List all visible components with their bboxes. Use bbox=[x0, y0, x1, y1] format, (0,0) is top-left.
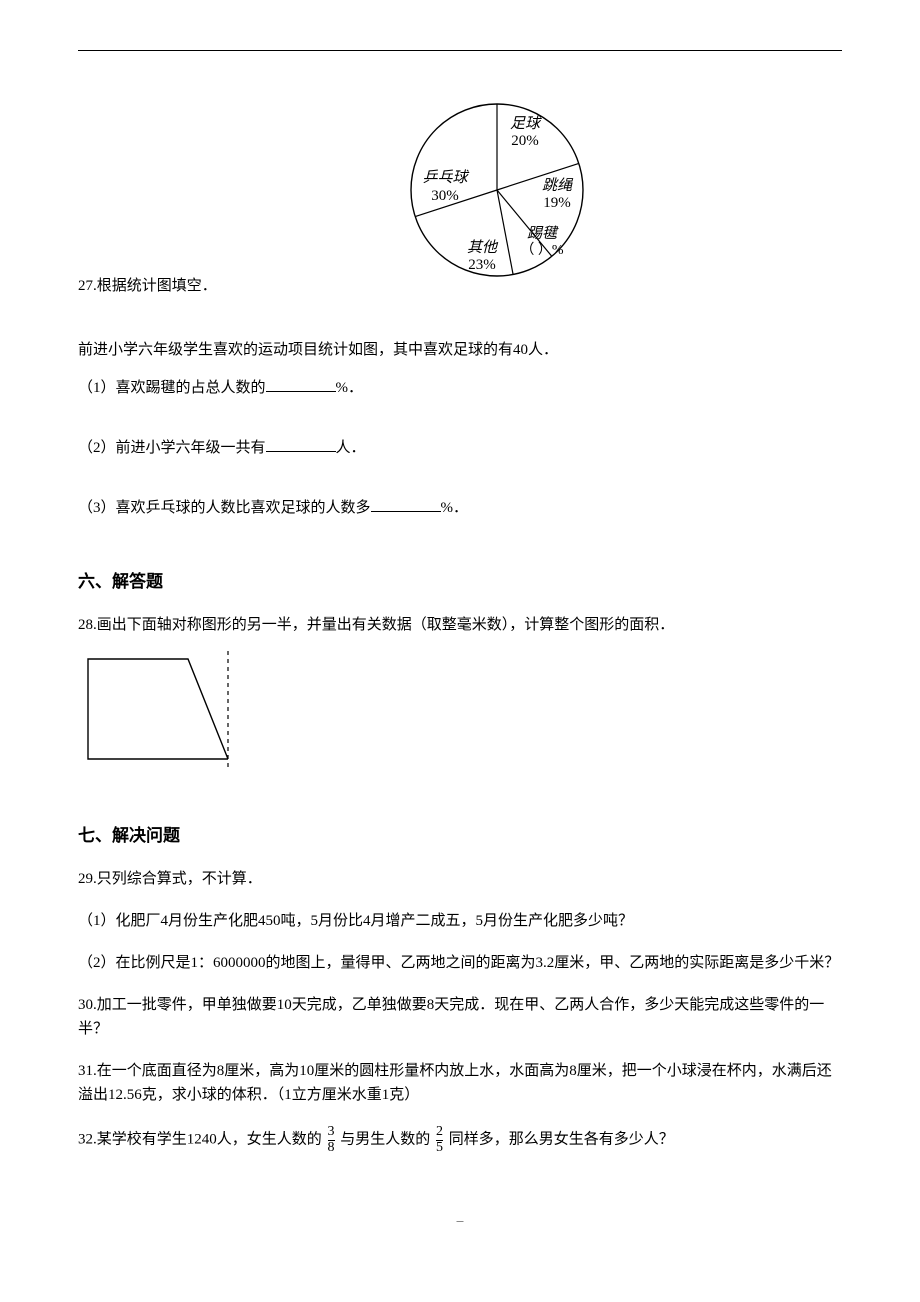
q27-sub3-text: （3）喜欢乒乓球的人数比喜欢足球的人数多 bbox=[78, 500, 371, 516]
frac-den: 8 bbox=[328, 1140, 335, 1156]
pie-svg: 足球 20% 跳绳 19% 踢毽 （ ）% 其他 23% 乒乓球 30% bbox=[397, 90, 597, 290]
blank bbox=[266, 377, 336, 392]
q31: 31.在一个底面直径为8厘米，高为10厘米的圆柱形量杯内放上水，水面高为8厘米，… bbox=[78, 1059, 842, 1107]
slice-pct-shuttle: （ ）% bbox=[520, 242, 563, 258]
q27-sub1: （1）喜欢踢毽的占总人数的 %． bbox=[78, 376, 842, 400]
q27-row: 27.根据统计图填空． 足球 20% 跳绳 19% 踢毽 （ ）% bbox=[78, 90, 842, 298]
footer-dash bbox=[457, 1221, 464, 1222]
slice-label-shuttle: 踢毽 bbox=[527, 225, 559, 242]
frac-num: 3 bbox=[328, 1125, 335, 1140]
q32-pre: 32.某学校有学生1240人，女生人数的 bbox=[78, 1132, 326, 1148]
q30: 30.加工一批零件，甲单独做要10天完成，乙单独做要8天完成．现在甲、乙两人合作… bbox=[78, 993, 842, 1041]
blank bbox=[371, 497, 441, 512]
frac-den: 5 bbox=[436, 1140, 443, 1156]
page-content: 27.根据统计图填空． 足球 20% 跳绳 19% 踢毽 （ ）% bbox=[78, 90, 842, 1156]
slice-pct-pingpong: 30% bbox=[431, 188, 459, 204]
q27-label: 27.根据统计图填空． bbox=[78, 274, 217, 298]
q29-sub1: （1）化肥厂4月份生产化肥450吨，5月份比4月增产二成五，5月份生产化肥多少吨… bbox=[78, 909, 842, 933]
q29-sub2: （2）在比例尺是1：6000000的地图上，量得甲、乙两地之间的距离为3.2厘米… bbox=[78, 951, 842, 975]
q29-label: 29.只列综合算式，不计算． bbox=[78, 867, 842, 891]
slice-label-pingpong: 乒乓球 bbox=[422, 169, 469, 186]
slice-label-other: 其他 bbox=[467, 239, 499, 256]
q27-sub3: （3）喜欢乒乓球的人数比喜欢足球的人数多 %． bbox=[78, 496, 842, 520]
q27-sub3-tail: %． bbox=[441, 500, 469, 516]
q28-figure bbox=[78, 649, 378, 774]
q27-sub1-tail: %． bbox=[336, 380, 364, 396]
fraction-2-5: 2 5 bbox=[436, 1125, 443, 1155]
q27-sub2: （2）前进小学六年级一共有 人． bbox=[78, 436, 842, 460]
q27-sub2-text: （2）前进小学六年级一共有 bbox=[78, 440, 266, 456]
q27-intro: 前进小学六年级学生喜欢的运动项目统计如图，其中喜欢足球的有40人． bbox=[78, 338, 842, 362]
slice-pct-soccer: 20% bbox=[511, 133, 539, 149]
q32-post: 同样多，那么男女生各有多少人？ bbox=[449, 1132, 674, 1148]
fraction-3-8: 3 8 bbox=[328, 1125, 335, 1155]
top-rule bbox=[78, 50, 842, 51]
slice-pct-other: 23% bbox=[468, 257, 496, 273]
blank bbox=[266, 437, 336, 452]
q32-mid: 与男生人数的 bbox=[340, 1132, 434, 1148]
slice-label-soccer: 足球 bbox=[510, 115, 542, 132]
slice-pct-jump: 19% bbox=[543, 195, 571, 211]
q27-sub2-tail: 人． bbox=[336, 440, 366, 456]
frac-num: 2 bbox=[436, 1125, 443, 1140]
slice-label-jump: 跳绳 bbox=[542, 177, 574, 194]
q32: 32.某学校有学生1240人，女生人数的 3 8 与男生人数的 2 5 同样多，… bbox=[78, 1125, 842, 1155]
q28-label: 28.画出下面轴对称图形的另一半，并量出有关数据（取整毫米数），计算整个图形的面… bbox=[78, 613, 842, 637]
pie-chart: 足球 20% 跳绳 19% 踢毽 （ ）% 其他 23% 乒乓球 30% bbox=[397, 90, 597, 298]
section-7-title: 七、解决问题 bbox=[78, 822, 842, 849]
section-6-title: 六、解答题 bbox=[78, 568, 842, 595]
q27-sub1-text: （1）喜欢踢毽的占总人数的 bbox=[78, 380, 266, 396]
